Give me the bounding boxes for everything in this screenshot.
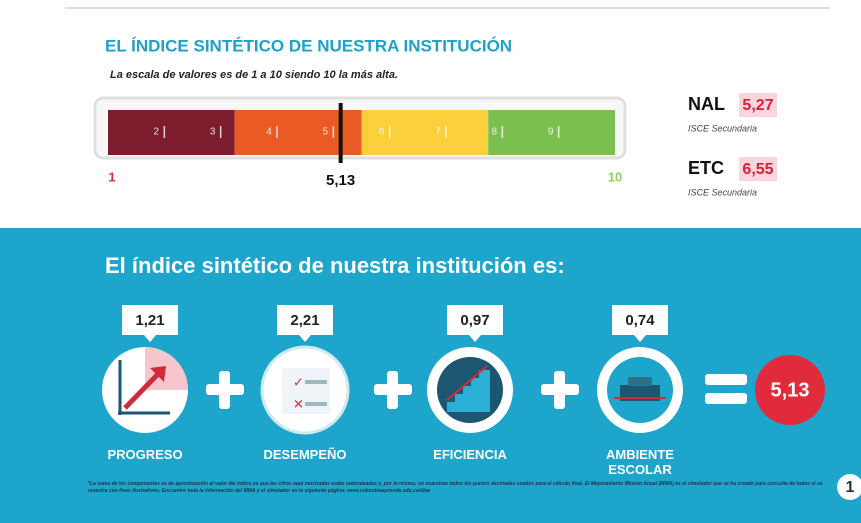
component-name: DESEMPEÑO — [263, 447, 347, 462]
gauge-tick-label: 2 — [154, 127, 160, 138]
gauge-min: 1 — [108, 169, 115, 184]
gauge-tick-label: 7 — [435, 127, 441, 138]
reference-value: 5,27 — [742, 97, 773, 114]
reference-note: ISCE Secundaria — [688, 123, 757, 133]
component-pointer — [299, 335, 311, 342]
component-box — [447, 305, 503, 335]
component-pointer — [469, 335, 481, 342]
svg-text:✓: ✓ — [293, 374, 304, 389]
gauge-max: 10 — [608, 169, 622, 184]
component-pointer — [634, 335, 646, 342]
icon-progreso — [102, 347, 188, 433]
title: EL ÍNDICE SINTÉTICO DE NUESTRA INSTITUCI… — [105, 36, 512, 55]
page-badge — [837, 474, 861, 500]
reference-name: NAL — [688, 94, 725, 114]
gauge-tick-label: 8 — [492, 127, 498, 138]
component-name: AMBIENTE ESCOLAR — [606, 447, 674, 477]
gauge-tick-label: 4 — [266, 127, 272, 138]
component-value: 0,74 — [625, 312, 655, 329]
footnote: *La suma de los componentes es de aproxi… — [88, 481, 823, 494]
summary-title: El índice sintético de nuestra instituci… — [105, 253, 565, 278]
reference-box — [739, 93, 777, 117]
subtitle: La escala de valores es de 1 a 10 siendo… — [110, 69, 398, 81]
operators — [206, 371, 747, 409]
gauge-segment — [108, 110, 235, 155]
page-number: 1 — [846, 479, 855, 496]
reference-name: ETC — [688, 158, 724, 178]
component-box — [277, 305, 333, 335]
reference-value: 6,55 — [742, 161, 773, 178]
gauge-tick-label: 6 — [379, 127, 385, 138]
component-name: EFICIENCIA — [433, 447, 507, 462]
gauge-tick-label: 5 — [323, 127, 329, 138]
gauge-segment — [361, 110, 489, 155]
gauge-tick-label: 3 — [210, 127, 216, 138]
gauge-tick-label: 9 — [548, 127, 554, 138]
gauge-segment — [488, 110, 615, 155]
component-name: PROGRESO — [107, 447, 183, 462]
svg-text:✕: ✕ — [293, 396, 304, 411]
component-box — [612, 305, 668, 335]
component-box — [122, 305, 178, 335]
icon-desempeno: ✓ ✕ — [260, 345, 350, 435]
gauge-value: 5,13 — [326, 172, 355, 189]
reference-box — [739, 157, 777, 181]
component-value: 1,21 — [135, 312, 164, 329]
component-pointer — [144, 335, 156, 342]
total-circle — [755, 355, 825, 425]
icon-eficiencia — [427, 347, 513, 433]
icon-ambiente — [597, 347, 683, 433]
reference-note: ISCE Secundaria — [688, 187, 757, 197]
component-value: 0,97 — [460, 312, 489, 329]
total-value: 5,13 — [771, 379, 810, 401]
component-value: 2,21 — [290, 312, 319, 329]
